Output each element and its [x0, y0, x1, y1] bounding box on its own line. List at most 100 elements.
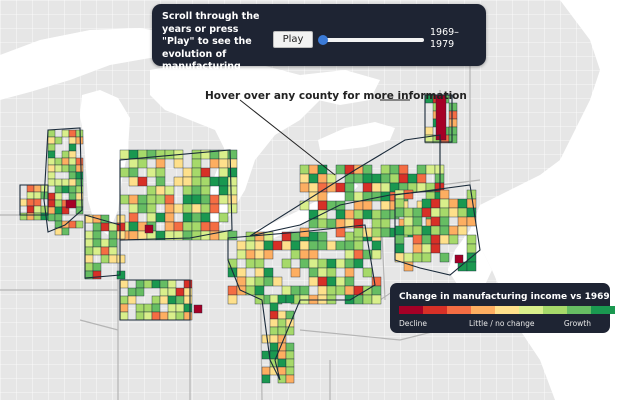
county-cell[interactable]	[299, 285, 310, 296]
county-cell[interactable]	[317, 191, 328, 202]
county-cell[interactable]	[127, 287, 137, 297]
county-cell[interactable]	[308, 267, 319, 278]
county-cell[interactable]	[33, 212, 42, 221]
county-cell[interactable]	[326, 267, 337, 278]
county-cell[interactable]	[159, 295, 169, 305]
county-cell[interactable]	[47, 136, 56, 145]
county-cell[interactable]	[335, 218, 346, 229]
county-cell[interactable]	[317, 240, 328, 251]
county-cell[interactable]	[119, 149, 130, 160]
county-cell[interactable]	[353, 173, 364, 184]
county-cell[interactable]	[394, 234, 405, 245]
county-cell[interactable]	[84, 230, 94, 240]
county-cell[interactable]	[236, 240, 247, 251]
county-cell[interactable]	[317, 209, 328, 220]
county-cell[interactable]	[457, 225, 468, 236]
county-cell[interactable]	[127, 295, 137, 305]
year-slider-thumb[interactable]	[318, 35, 328, 45]
county-cell[interactable]	[245, 240, 256, 251]
county-cell[interactable]	[335, 200, 346, 211]
county-cell[interactable]	[308, 240, 319, 251]
county-cell[interactable]	[353, 249, 364, 260]
county-cell[interactable]	[68, 157, 77, 166]
county-cell[interactable]	[335, 258, 346, 269]
county-cell[interactable]	[68, 150, 77, 159]
county-cell[interactable]	[209, 158, 220, 169]
county-cell[interactable]	[317, 276, 328, 287]
county-cell[interactable]	[47, 157, 56, 166]
county-cell[interactable]	[236, 249, 247, 260]
county-cell[interactable]	[335, 240, 346, 251]
county-cell[interactable]	[47, 213, 56, 222]
county-cell[interactable]	[100, 246, 110, 256]
county-cell[interactable]	[317, 218, 328, 229]
county-cell[interactable]	[54, 157, 63, 166]
county-cell[interactable]	[155, 185, 166, 196]
county-cell[interactable]	[173, 158, 184, 169]
county-cell[interactable]	[200, 167, 211, 178]
county-cell[interactable]	[164, 212, 175, 223]
county-cell[interactable]	[173, 203, 184, 214]
county-cell[interactable]	[191, 230, 202, 241]
county-cell[interactable]	[285, 342, 295, 352]
county-cell[interactable]	[353, 209, 364, 220]
county-cell[interactable]	[261, 334, 271, 344]
county-cell[interactable]	[116, 254, 126, 264]
county-cell[interactable]	[183, 295, 193, 305]
county-cell[interactable]	[269, 342, 279, 352]
county-cell[interactable]	[371, 227, 382, 238]
county-cell[interactable]	[135, 303, 145, 313]
county-cell[interactable]	[424, 126, 434, 136]
county-cell[interactable]	[200, 212, 211, 223]
county-cell[interactable]	[263, 249, 274, 260]
county-cell[interactable]	[308, 231, 319, 242]
county-cell[interactable]	[191, 185, 202, 196]
county-cell[interactable]	[137, 158, 148, 169]
county-cell[interactable]	[277, 294, 287, 304]
county-cell[interactable]	[164, 149, 175, 160]
county-cell[interactable]	[119, 279, 129, 289]
county-cell[interactable]	[218, 212, 229, 223]
county-cell[interactable]	[75, 171, 84, 180]
county-cell[interactable]	[84, 254, 94, 264]
county-cell[interactable]	[335, 209, 346, 220]
county-cell[interactable]	[92, 230, 102, 240]
county-cell[interactable]	[261, 366, 271, 376]
county-cell[interactable]	[403, 216, 414, 227]
county-cell-decline[interactable]	[454, 254, 464, 264]
county-cell[interactable]	[403, 189, 414, 200]
county-cell[interactable]	[33, 184, 42, 193]
county-cell[interactable]	[61, 227, 70, 236]
county-cell-decline[interactable]	[193, 304, 203, 314]
county-choropleth[interactable]	[19, 94, 477, 384]
county-cell[interactable]	[254, 276, 265, 287]
county-cell[interactable]	[200, 194, 211, 205]
county-cell[interactable]	[281, 240, 292, 251]
county-cell[interactable]	[299, 258, 310, 269]
county-cell[interactable]	[191, 167, 202, 178]
county-cell[interactable]	[380, 218, 391, 229]
county-cell[interactable]	[416, 164, 427, 175]
county-cell[interactable]	[353, 258, 364, 269]
county-cell[interactable]	[448, 110, 458, 120]
county-cell[interactable]	[326, 218, 337, 229]
county-cell[interactable]	[430, 243, 441, 254]
county-cell[interactable]	[335, 182, 346, 193]
county-cell[interactable]	[227, 167, 238, 178]
county-cell[interactable]	[61, 150, 70, 159]
county-cell[interactable]	[380, 209, 391, 220]
county-cell[interactable]	[155, 176, 166, 187]
county-cell[interactable]	[299, 173, 310, 184]
county-cell[interactable]	[54, 178, 63, 187]
county-cell[interactable]	[75, 157, 84, 166]
county-cell[interactable]	[75, 206, 84, 215]
county-cell[interactable]	[403, 261, 414, 272]
county-cell[interactable]	[380, 227, 391, 238]
county-cell[interactable]	[84, 246, 94, 256]
county-cell[interactable]	[421, 207, 432, 218]
county-cell[interactable]	[317, 164, 328, 175]
county-cell[interactable]	[254, 249, 265, 260]
county-cell[interactable]	[407, 173, 418, 184]
county-cell[interactable]	[191, 158, 202, 169]
